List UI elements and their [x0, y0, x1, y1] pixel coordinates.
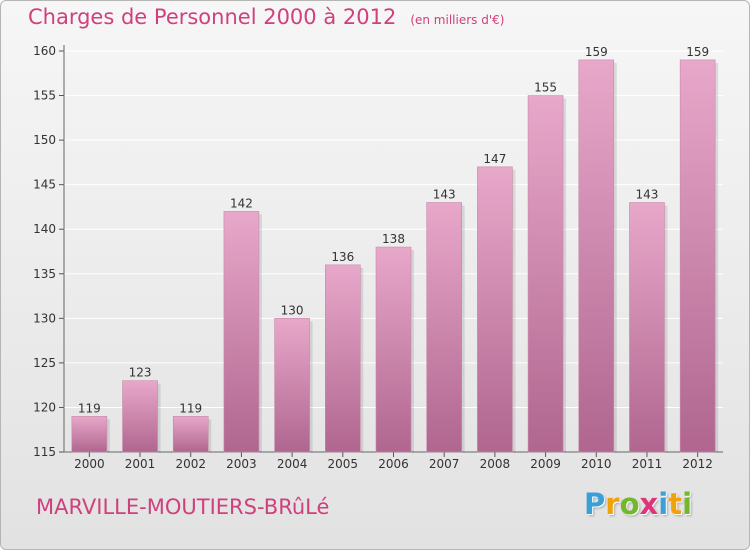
- data-label: 159: [585, 45, 608, 59]
- x-tick-label: 2005: [328, 457, 359, 471]
- chart-title: Charges de Personnel 2000 à 2012: [28, 5, 397, 29]
- data-label: 155: [534, 81, 557, 95]
- data-label: 136: [331, 250, 354, 264]
- data-label: 143: [433, 187, 456, 201]
- x-tick-label: 2004: [277, 457, 308, 471]
- y-tick-label: 145: [33, 178, 56, 192]
- x-tick-label: 2011: [632, 457, 663, 471]
- y-tick-label: 125: [33, 356, 56, 370]
- bar: [629, 202, 665, 453]
- logo-letter: t: [668, 487, 683, 521]
- place-name: MARVILLE-MOUTIERS-BRûLé: [36, 495, 330, 519]
- logo-letter: i: [682, 487, 693, 521]
- x-tick-label: 2001: [125, 457, 156, 471]
- bar: [274, 318, 310, 453]
- logo-letter: o: [619, 487, 640, 521]
- bar: [223, 211, 260, 453]
- x-tick-label: 2006: [378, 457, 409, 471]
- y-tick-label: 135: [33, 267, 56, 281]
- x-tick-label: 2007: [429, 457, 460, 471]
- data-label: 142: [230, 196, 253, 210]
- data-label: 123: [129, 366, 152, 380]
- bar: [679, 59, 716, 453]
- title-row: Charges de Personnel 2000 à 2012 (en mill…: [28, 5, 504, 29]
- y-tick-label: 150: [33, 133, 56, 147]
- bar: [477, 166, 513, 453]
- logo-letter: r: [605, 487, 620, 521]
- logo-letter: P: [584, 487, 606, 521]
- bar: [426, 202, 462, 453]
- y-tick-label: 120: [33, 400, 56, 414]
- data-label: 147: [483, 152, 506, 166]
- data-label: 159: [686, 45, 709, 59]
- data-label: 119: [179, 401, 202, 415]
- x-tick-label: 2008: [480, 457, 511, 471]
- x-tick-label: 2009: [530, 457, 561, 471]
- y-tick-label: 140: [33, 222, 56, 236]
- bar: [172, 416, 209, 453]
- bars: [71, 59, 719, 453]
- x-tick-label: 2003: [226, 457, 257, 471]
- x-tick-label: 2002: [175, 457, 206, 471]
- bar: [527, 95, 564, 453]
- logo-letter: x: [639, 487, 659, 521]
- bar: [71, 416, 108, 453]
- proxiti-logo: Proxiti: [584, 487, 692, 521]
- x-tick-label: 2000: [74, 457, 105, 471]
- x-tick-label: 2010: [581, 457, 612, 471]
- y-tick-label: 155: [33, 89, 56, 103]
- logo-letter: i: [658, 487, 669, 521]
- y-tick-label: 115: [33, 445, 56, 459]
- data-label: 138: [382, 232, 405, 246]
- x-tick-label: 2012: [682, 457, 713, 471]
- bar: [375, 246, 412, 453]
- data-label: 119: [78, 401, 101, 415]
- axes: 115 120 125 130 135 140 145 150 155 160 2000 2001 20…: [33, 44, 723, 471]
- data-label: 130: [281, 303, 304, 317]
- data-labels: 119 123 119 142 130 136 138 143 147 155 159 143 159: [78, 45, 709, 415]
- bar: [122, 380, 158, 453]
- bar: [325, 264, 361, 453]
- y-tick-label: 130: [33, 311, 56, 325]
- bar: [578, 59, 615, 453]
- data-label: 143: [636, 187, 659, 201]
- y-tick-label: 160: [33, 44, 56, 58]
- chart-subtitle: (en milliers d'€): [410, 13, 505, 27]
